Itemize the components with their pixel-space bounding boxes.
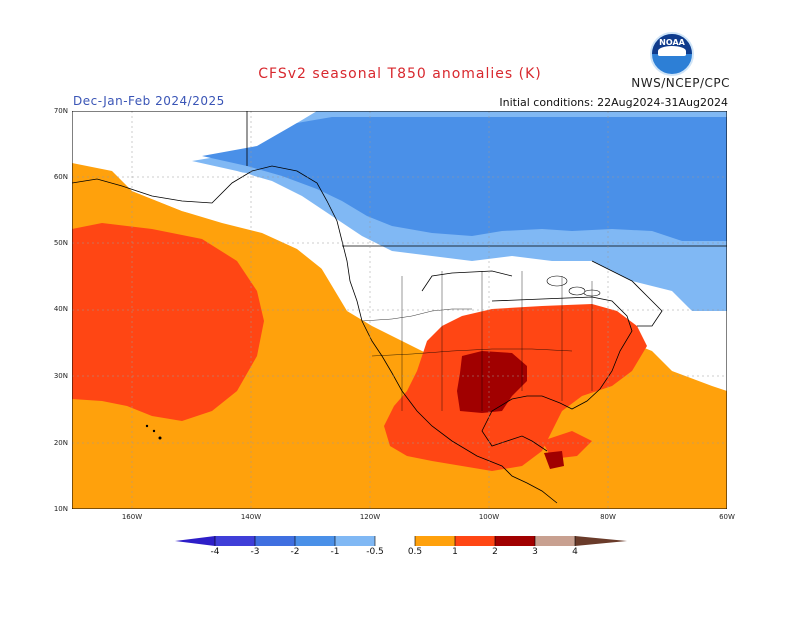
colorbar-tick: -4: [210, 547, 220, 557]
colorbar-arrow-low: [175, 536, 215, 546]
lon-label-60w: 60W: [719, 513, 735, 521]
anomaly-map: [72, 111, 727, 509]
hawaii-islands: [145, 424, 162, 440]
colorbar-swatch-6: [415, 536, 455, 546]
colorbar-tick: -3: [250, 547, 260, 557]
texas-peak-anomaly: [457, 351, 527, 413]
colorbar-tick: 0.5: [407, 547, 423, 557]
graticule: [72, 111, 727, 509]
lon-label-100w: 100W: [478, 513, 500, 521]
lat-label-60n: 60N: [53, 173, 68, 181]
colorbar-tick: -1: [330, 547, 340, 557]
lon-label-160w: 160W: [121, 513, 143, 521]
lat-label-20n: 20N: [53, 439, 68, 447]
lat-label-40n: 40N: [53, 305, 68, 313]
colorbar-tick: -0.5: [366, 547, 384, 557]
lon-label-140w: 140W: [240, 513, 262, 521]
colorbar-tick: 3: [532, 547, 538, 557]
lat-label-10n: 10N: [53, 505, 68, 513]
colorbar-swatch-5: [375, 536, 415, 546]
lon-label-80w: 80W: [600, 513, 616, 521]
colorbar-swatch-2: [255, 536, 295, 546]
noaa-logo: NOAA: [650, 32, 694, 76]
north-pacific-warm-05: [72, 163, 727, 509]
canada-cold-anomaly: [202, 117, 727, 241]
lat-label-50n: 50N: [53, 239, 68, 247]
lat-label-70n: 70N: [53, 107, 68, 115]
colorbar-swatch-1: [215, 536, 255, 546]
coastline-outline: [72, 111, 727, 504]
color-scale-bar: [175, 536, 627, 546]
colorbar-swatch-8: [495, 536, 535, 546]
central-pacific-warm-core: [72, 223, 264, 421]
colorbar-swatch-3: [295, 536, 335, 546]
state-borders: [361, 271, 593, 411]
colorbar-swatch-9: [535, 536, 575, 546]
caribbean-peak-spot: [544, 451, 564, 469]
neutral-band: [72, 111, 137, 163]
colorbar-tick: 4: [572, 547, 578, 557]
colorbar-tick: 1: [452, 547, 458, 557]
colorbar-arrow-high: [575, 536, 627, 546]
lat-label-30n: 30N: [53, 372, 68, 380]
colorbar-tick: 2: [492, 547, 498, 557]
colorbar-swatch-4: [335, 536, 375, 546]
initial-conditions-label: Initial conditions: 22Aug2024-31Aug2024: [499, 96, 728, 109]
season-label: Dec-Jan-Feb 2024/2025: [73, 94, 225, 108]
colorbar-swatch-7: [455, 536, 495, 546]
colorbar-tick: -2: [290, 547, 300, 557]
map-title: CFSv2 seasonal T850 anomalies (K): [258, 66, 542, 82]
organization-label: NWS/NCEP/CPC: [631, 76, 730, 90]
lon-label-120w: 120W: [359, 513, 381, 521]
